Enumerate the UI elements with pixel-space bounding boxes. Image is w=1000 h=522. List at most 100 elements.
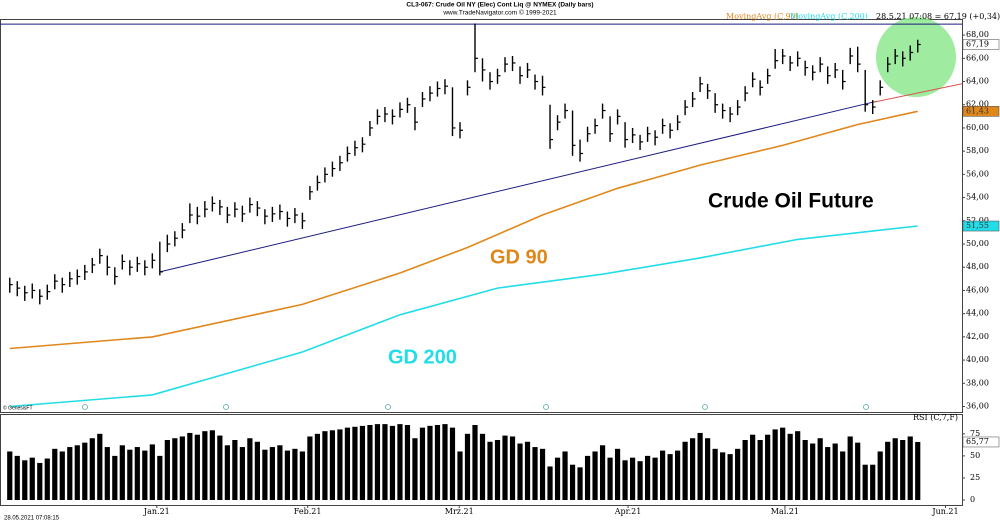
y-tick-label: 66,00: [966, 53, 989, 62]
rsi-bar: [134, 447, 140, 500]
rsi-bar: [209, 430, 215, 500]
rsi-bar: [217, 435, 223, 500]
rsi-bar: [187, 432, 193, 500]
y-tick-label: 68,00: [966, 30, 989, 39]
rsi-bar: [322, 431, 328, 500]
rsi-bar: [795, 431, 801, 500]
rsi-bar: [629, 457, 636, 500]
rsi-bar: [780, 427, 786, 500]
source: © GenesisFT: [3, 404, 33, 411]
y-tick-label: 38,00: [966, 378, 989, 387]
rsi-bar: [457, 451, 463, 500]
rsi-bar: [742, 440, 748, 500]
y-tick-label: 50,00: [966, 239, 989, 248]
highlight-circle: [876, 17, 956, 97]
rsi-bar: [472, 425, 478, 500]
y-tick-label: 58,00: [966, 146, 989, 155]
rsi-bar: [870, 464, 876, 500]
rsi-bar: [404, 425, 411, 500]
rsi-bar: [599, 445, 606, 500]
rsi-bar: [509, 436, 516, 500]
rsi-bar: [622, 460, 628, 500]
x-tick-label: Mai.21: [771, 507, 799, 516]
rsi-bar: [277, 445, 283, 500]
annotation: GD 200: [388, 346, 457, 368]
rsi-bar: [592, 451, 598, 500]
rsi-bar: [44, 458, 50, 500]
last-value-box: [962, 39, 1000, 50]
rsi-bar: [262, 449, 268, 500]
rsi-bar: [119, 445, 125, 500]
x-tick-label: Jun.21: [931, 507, 958, 516]
rsi-bar: [675, 450, 681, 500]
trend-line: [159, 100, 877, 273]
rsi-bar: [705, 438, 711, 500]
rsi-bar: [299, 451, 306, 500]
rsi-bar: [659, 450, 666, 500]
rsi-bar: [644, 455, 651, 500]
rsi-bar: [269, 447, 275, 500]
y-tick-label: 25: [970, 473, 980, 482]
axis-marker: [82, 404, 88, 410]
rsi-bar: [382, 424, 388, 500]
rsi-bar: [224, 445, 230, 500]
moving-average-line: [9, 225, 918, 408]
axis-marker: [702, 404, 708, 410]
trend-line: [872, 83, 963, 103]
rsi-bar: [479, 433, 486, 500]
rsi-bar: [194, 434, 200, 500]
rsi-bar: [179, 436, 185, 500]
x-tick-label: Jan.21: [143, 507, 170, 516]
rsi-bar: [247, 438, 253, 500]
chart-subtitle: www.TradeNavigator.com © 1999-2021: [442, 9, 557, 17]
rsi-bar: [22, 460, 28, 500]
moving-average-line: [9, 110, 918, 350]
rsi-bar: [487, 441, 493, 500]
rsi-bar: [367, 425, 373, 500]
rsi-bar: [412, 438, 418, 500]
rsi-bar: [419, 427, 426, 500]
rsi-bar: [727, 454, 733, 500]
rsi-bar: [690, 438, 696, 500]
rsi-bar: [112, 455, 118, 500]
rsi-bar: [855, 442, 861, 500]
rsi-bar: [434, 425, 441, 500]
axis-marker: [543, 404, 549, 410]
rsi-bar: [389, 425, 396, 500]
y-tick-label: 75: [970, 429, 980, 438]
rsi-bar: [82, 442, 88, 500]
rsi-bar: [832, 443, 838, 500]
rsi-bar: [67, 447, 73, 500]
price-pane: [0, 19, 963, 413]
rsi-bar: [59, 451, 65, 500]
rsi-bar: [74, 445, 80, 500]
rsi-bar: [502, 435, 508, 500]
rsi-bar: [712, 448, 718, 500]
rsi-bar: [532, 447, 538, 500]
last-value-label: 61,43: [966, 106, 989, 115]
rsi-bar: [14, 455, 20, 500]
rsi-bar: [765, 434, 771, 500]
rsi-bar: [885, 441, 891, 500]
rsi-bar: [202, 431, 208, 500]
last-value-label: 51,55: [966, 221, 989, 230]
y-tick-label: 36,00: [966, 402, 989, 411]
rsi-bar: [840, 451, 846, 500]
rsi-bar: [442, 424, 448, 500]
y-tick-label: 54,00: [966, 193, 989, 202]
rsi-bar: [900, 440, 906, 500]
rsi-bar: [892, 438, 898, 500]
rsi-bar: [29, 457, 35, 500]
rsi-bar: [89, 438, 95, 500]
rsi-bar: [337, 429, 343, 500]
rsi-bar: [802, 440, 808, 500]
rsi-bar: [127, 449, 133, 500]
y-tick-label: 48,00: [966, 262, 989, 271]
rsi-bar: [539, 448, 546, 500]
rsi-bar: [374, 424, 381, 500]
y-tick-label: 50: [970, 451, 980, 460]
rsi-bar: [817, 438, 823, 500]
rsi-bar: [344, 427, 351, 500]
rsi-bar: [352, 426, 358, 500]
